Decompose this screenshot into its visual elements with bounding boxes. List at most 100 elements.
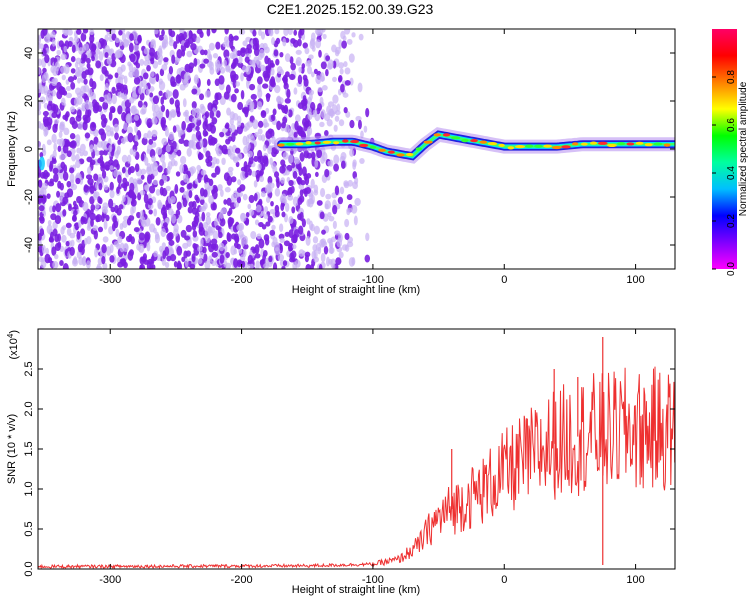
spectrogram-noise-blob [247, 263, 254, 269]
spectrogram-noise-blob [327, 160, 332, 167]
spectrogram-noise-blob [189, 263, 196, 269]
spectrogram-noise-blob [98, 150, 105, 156]
spectrogram-noise-blob [83, 184, 89, 193]
spectrogram-noise-blob [89, 212, 96, 221]
spectrogram-noise-blob [207, 229, 214, 236]
spectrogram-noise-blob [298, 166, 303, 177]
spectrogram-noise-blob [138, 232, 146, 241]
y-tick-label: 1.5 [23, 441, 35, 456]
spectrogram-noise-blob [67, 40, 73, 48]
spectrogram-noise-blob [221, 128, 228, 134]
spectrogram-noise-blob [52, 205, 56, 213]
spectrogram-noise-blob [260, 110, 267, 118]
spectrogram-noise-blob [293, 29, 298, 36]
spectrogram-noise-blob [294, 158, 301, 165]
spectrogram-noise-blob [319, 121, 325, 128]
spectrogram-noise-blob [133, 76, 141, 85]
spectrogram-noise-blob [134, 141, 139, 147]
spectrogram-noise-blob [307, 111, 313, 121]
spectrogram-noise-blob [182, 111, 188, 117]
spectrogram-noise-blob [292, 244, 297, 250]
spectrogram-noise-blob [202, 120, 208, 131]
colorbar-tick-label: 0.2 [726, 214, 737, 228]
spectrogram-noise-blob [115, 228, 120, 238]
spectrogram-noise-blob [137, 100, 143, 108]
spectrogram-noise-blob [139, 58, 145, 66]
spectrogram-noise-blob [247, 203, 252, 210]
spectrogram-noise-blob [118, 74, 125, 80]
spectrogram-noise-blob [63, 64, 70, 75]
spectrogram-noise-blob [82, 201, 89, 212]
spectrogram-noise-blob [85, 208, 91, 218]
spectrogram-noise-blob [217, 231, 223, 239]
spectrogram-noise-blob [59, 196, 64, 203]
spectrogram-noise-blob [186, 50, 193, 58]
spectrogram-noise-blob [123, 122, 128, 131]
spectrogram-noise-blob [249, 83, 256, 91]
spectrogram-noise-blob [70, 68, 76, 74]
spectrogram-noise-blob [181, 49, 186, 57]
spectrogram-noise-blob [168, 65, 174, 75]
spectrogram-noise-blob [155, 73, 160, 83]
spectrogram-noise-blob [101, 213, 105, 223]
spectrogram-noise-blob [238, 55, 243, 64]
spectrogram-noise-blob [52, 260, 59, 269]
spectrogram-noise-blob [91, 99, 98, 108]
spectrogram-noise-blob [244, 56, 250, 63]
spectrogram-noise-blob [104, 51, 109, 58]
spectrogram-noise-blob [160, 206, 167, 216]
spectrogram-noise-blob [158, 78, 163, 85]
signal-hotspot [515, 145, 526, 149]
spectrogram-noise-blob [49, 178, 55, 184]
spectrogram-noise-blob [52, 104, 59, 114]
colorbar-tick-label: 0.6 [726, 118, 737, 132]
spectrogram-noise-blob [38, 141, 42, 150]
spectrogram-noise-blob [315, 75, 322, 85]
spectrogram-noise-blob [98, 182, 103, 191]
spectrogram-noise-blob [264, 46, 270, 54]
spectrogram-noise-blob [57, 180, 62, 189]
spectrogram-noise-blob [225, 84, 231, 94]
spectrogram-noise-blob [195, 36, 201, 44]
spectrogram-noise-blob [313, 256, 320, 263]
spectrogram-noise-blob [298, 195, 305, 203]
spectrogram-noise-blob [364, 254, 371, 263]
spectrogram-noise-blob [142, 72, 149, 80]
spectrogram-noise-blob [46, 193, 51, 199]
spectrogram-noise-blob [221, 144, 228, 154]
spectrogram-noise-blob [169, 30, 176, 38]
spectrogram-noise-blob [95, 60, 102, 69]
spectrogram-noise-blob [111, 107, 116, 114]
spectrogram-noise-blob [74, 160, 81, 169]
spectrogram-noise-blob [75, 115, 82, 122]
y-tick-label: 0.5 [23, 521, 35, 536]
spectrogram-noise-blob [281, 76, 288, 82]
spectrogram-noise-blob [333, 154, 340, 165]
spectrogram-noise-blob [51, 158, 57, 165]
spectrogram-noise-blob [282, 37, 287, 47]
spectrogram-noise-blob [208, 53, 213, 60]
spectrogram-noise-blob [276, 66, 283, 75]
spectrogram-noise-blob [333, 163, 339, 172]
spectrogram-noise-blob [43, 90, 50, 96]
spectrogram-noise-blob [291, 206, 296, 214]
spectrogram-noise-blob [302, 74, 308, 81]
spectrogram-noise-blob [97, 226, 104, 233]
spectrogram-noise-blob [89, 185, 95, 194]
spectrogram-noise-blob [89, 29, 95, 36]
spectrogram-noise-blob [276, 120, 282, 131]
spectrogram-noise-blob [176, 149, 182, 157]
spectrogram-noise-blob [103, 94, 110, 103]
spectrogram-noise-blob [74, 61, 79, 68]
y-tick-label: 0.0 [23, 561, 35, 576]
spectrogram-noise-blob [41, 244, 46, 254]
spectrogram-noise-blob [148, 47, 156, 57]
spectrogram-noise-blob [133, 227, 140, 233]
spectrogram-noise-blob [140, 153, 145, 162]
spectrogram-noise-blob [125, 181, 130, 187]
spectrogram-noise-blob [246, 44, 252, 50]
spectrogram-noise-blob [237, 101, 244, 111]
spectrogram-noise-blob [120, 137, 126, 145]
spectrogram-noise-blob [262, 249, 268, 257]
spectrogram-noise-blob [85, 108, 90, 119]
